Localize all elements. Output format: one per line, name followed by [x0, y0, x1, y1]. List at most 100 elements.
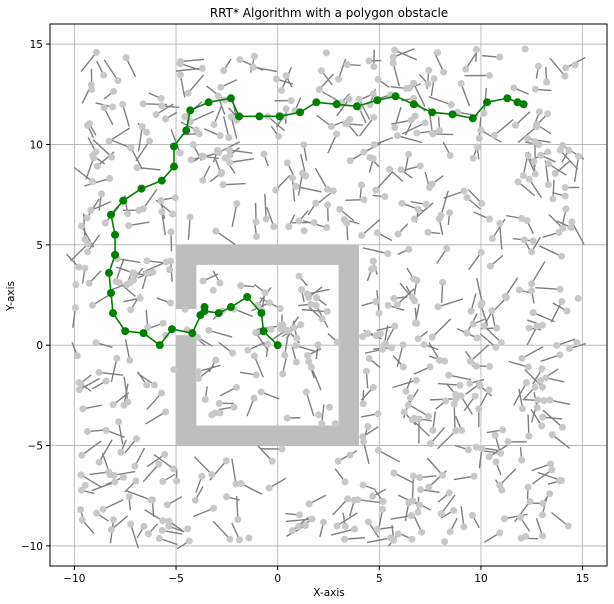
tree-edge	[179, 74, 186, 98]
tree-node	[99, 505, 107, 513]
tree-node	[359, 481, 367, 489]
tree-node	[119, 100, 127, 108]
tree-node	[410, 94, 418, 102]
tree-edge	[550, 301, 563, 323]
path-point-11	[155, 341, 164, 350]
tree-node	[279, 321, 287, 329]
tree-node	[460, 523, 468, 531]
tree-node	[300, 141, 308, 149]
tree-node	[413, 276, 421, 284]
path-point-31	[275, 112, 284, 121]
tree-node	[78, 222, 86, 230]
y-tick-label: 5	[36, 240, 43, 252]
tree-node	[305, 357, 313, 365]
tree-node	[439, 278, 447, 286]
tree-node	[418, 528, 426, 536]
tree-node	[478, 299, 486, 307]
tree-node	[539, 383, 547, 391]
tree-node	[140, 522, 148, 530]
tree-node	[416, 474, 424, 482]
tree-node	[351, 525, 359, 533]
tree-node	[135, 206, 143, 214]
tree-node	[81, 264, 89, 272]
tree-node	[544, 110, 552, 118]
tree-node	[302, 388, 310, 396]
tree-node	[127, 144, 135, 152]
tree-node	[556, 146, 564, 154]
tree-edge	[517, 181, 536, 197]
tree-node	[410, 79, 418, 87]
tree-node	[93, 162, 101, 170]
tree-edge	[476, 277, 483, 303]
tree-node	[520, 236, 528, 244]
tree-node	[437, 510, 445, 518]
tree-node	[185, 537, 193, 545]
tree-node	[394, 530, 402, 538]
tree-node	[413, 129, 421, 137]
tree-edge	[310, 366, 322, 391]
tree-edge	[145, 411, 166, 425]
tree-node	[75, 263, 83, 271]
tree-edge	[362, 441, 370, 464]
tree-node	[531, 383, 539, 391]
tree-node	[144, 530, 152, 538]
tree-node	[315, 85, 323, 93]
tree-node	[456, 381, 464, 389]
tree-node	[558, 252, 566, 260]
tree-edge	[118, 282, 136, 297]
tree-node	[229, 349, 237, 357]
tree-node	[237, 282, 245, 290]
tree-node	[282, 105, 290, 113]
tree-node	[312, 199, 320, 207]
tree-node	[406, 394, 414, 402]
tree-node	[112, 278, 120, 286]
tree-node	[277, 86, 285, 94]
tree-node	[424, 80, 432, 88]
tree-node	[345, 95, 353, 103]
tree-edge	[504, 277, 519, 297]
tree-node	[73, 352, 81, 360]
tree-node	[493, 324, 501, 332]
tree-node	[480, 322, 488, 330]
tree-node	[421, 119, 429, 127]
tree-node	[452, 395, 460, 403]
tree-node	[201, 396, 209, 404]
tree-node	[524, 483, 532, 491]
tree-node	[162, 115, 170, 123]
tree-node	[540, 397, 548, 405]
path-point-28	[226, 94, 235, 103]
tree-node	[331, 420, 339, 428]
tree-node	[92, 48, 100, 56]
tree-node	[538, 422, 546, 430]
tree-edge	[394, 49, 418, 61]
tree-node	[564, 522, 572, 530]
tree-node	[186, 213, 194, 221]
tree-node	[535, 108, 543, 116]
tree-node	[283, 414, 291, 422]
tree-node	[362, 367, 370, 375]
tree-node	[198, 64, 206, 72]
tree-node	[535, 141, 543, 149]
tree-node	[81, 481, 89, 489]
tree-node	[261, 289, 269, 297]
tree-edge	[115, 258, 125, 282]
tree-edge	[504, 513, 528, 520]
tree-node	[573, 339, 581, 347]
tree-edge	[517, 125, 538, 144]
tree-node	[350, 496, 358, 504]
tree-node	[415, 501, 423, 509]
tree-node	[102, 377, 110, 385]
tree-node	[561, 72, 569, 80]
tree-node	[416, 162, 424, 170]
tree-node	[360, 196, 368, 204]
tree-edge	[468, 251, 482, 271]
tree-node	[184, 89, 192, 97]
path-point-23	[170, 162, 179, 171]
tree-node	[426, 440, 434, 448]
tree-node	[399, 341, 407, 349]
tree-node	[307, 363, 315, 371]
tree-node	[429, 130, 437, 138]
tree-node	[216, 409, 224, 417]
tree-node	[334, 75, 342, 83]
tree-edge	[124, 339, 131, 361]
